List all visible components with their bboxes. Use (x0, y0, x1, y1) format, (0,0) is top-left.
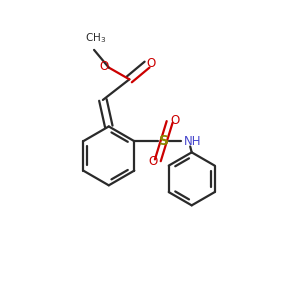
Text: O: O (148, 155, 157, 168)
Text: NH: NH (184, 135, 202, 148)
Text: O: O (100, 60, 109, 73)
Text: CH$_3$: CH$_3$ (85, 31, 106, 45)
Text: O: O (147, 57, 156, 70)
Text: O: O (170, 114, 179, 127)
Text: S: S (159, 134, 169, 148)
